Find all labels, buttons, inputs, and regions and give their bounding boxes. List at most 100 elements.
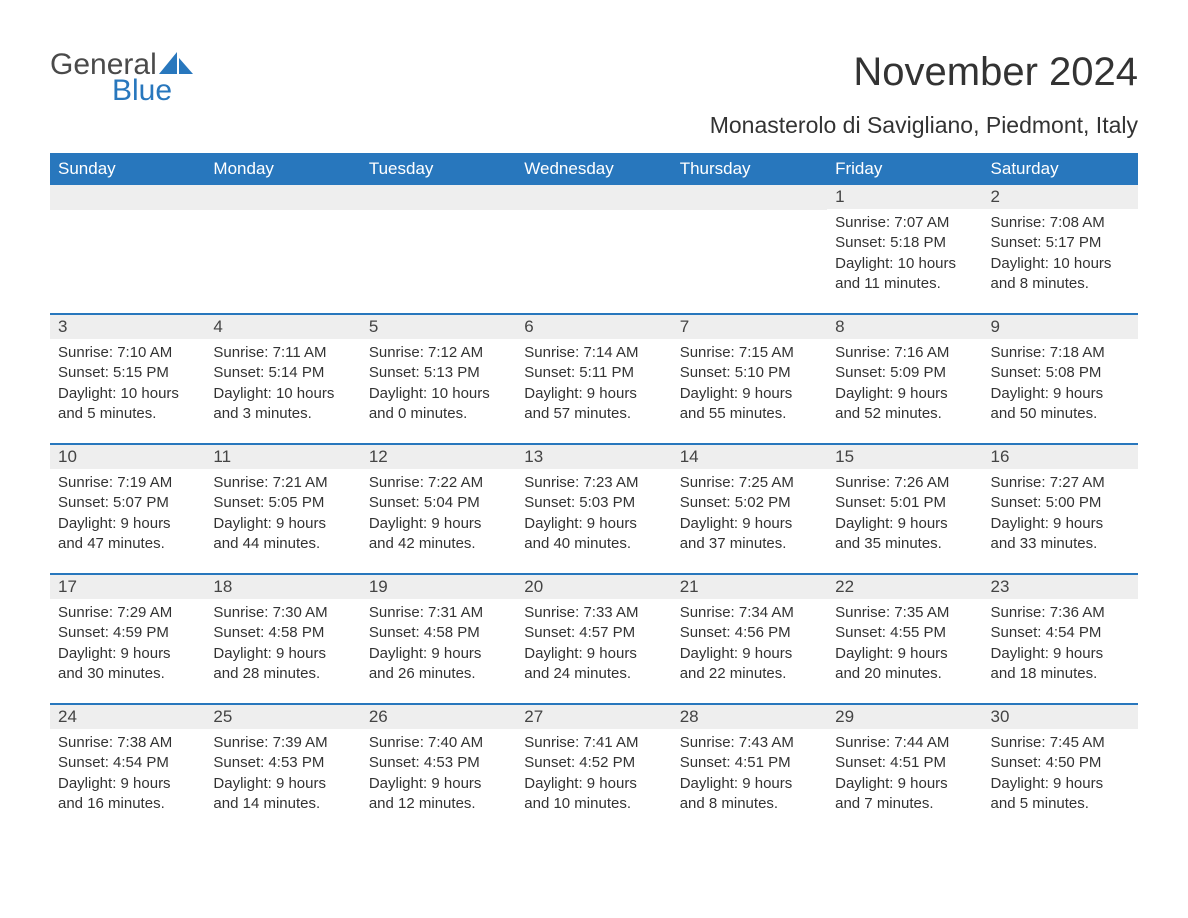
day-details: Sunrise: 7:19 AMSunset: 5:07 PMDaylight:… — [50, 469, 205, 554]
day-details: Sunrise: 7:16 AMSunset: 5:09 PMDaylight:… — [827, 339, 982, 424]
calendar-day: 25Sunrise: 7:39 AMSunset: 4:53 PMDayligh… — [205, 705, 360, 833]
calendar-week: 3 Sunrise: 7:10 AMSunset: 5:15 PM Daylight… — [50, 313, 1138, 443]
sunrise-text: Sunrise: 7:40 AM — [369, 733, 508, 753]
day-details: Sunrise: 7:07 AMSunset: 5:18 PMDaylight:… — [827, 209, 982, 294]
daylight-text: Daylight: 9 hours and 24 minutes. — [524, 644, 663, 685]
daylight-text: Daylight: 9 hours and 40 minutes. — [524, 514, 663, 555]
daylight-text: Daylight: 9 hours and 7 minutes. — [835, 774, 974, 815]
calendar-day: 1Sunrise: 7:07 AMSunset: 5:18 PMDaylight… — [827, 185, 982, 313]
sunset-text: Sunset: 5:03 PM — [524, 493, 663, 513]
day-number: 28 — [672, 705, 827, 729]
sunrise-text: Sunrise: 7:27 AM — [991, 473, 1130, 493]
calendar-day: 10Sunrise: 7:19 AMSunset: 5:07 PMDayligh… — [50, 445, 205, 573]
day-number: 1 — [827, 185, 982, 209]
daylight-text: Daylight: 9 hours and 55 minutes. — [680, 384, 819, 425]
day-number: 11 — [205, 445, 360, 469]
day-number: 10 — [50, 445, 205, 469]
weekday-header: Friday — [827, 153, 982, 185]
daylight-text: Daylight: 9 hours and 14 minutes. — [213, 774, 352, 815]
calendar-day: 27Sunrise: 7:41 AMSunset: 4:52 PMDayligh… — [516, 705, 671, 833]
day-details: Sunrise: 7:35 AMSunset: 4:55 PMDaylight:… — [827, 599, 982, 684]
calendar-day — [516, 185, 671, 313]
day-details: Sunrise: 7:38 AMSunset: 4:54 PMDaylight:… — [50, 729, 205, 814]
weekday-header: Saturday — [983, 153, 1138, 185]
day-number: 27 — [516, 705, 671, 729]
sunrise-text: Sunrise: 7:07 AM — [835, 213, 974, 233]
day-details: Sunrise: 7:25 AMSunset: 5:02 PMDaylight:… — [672, 469, 827, 554]
sunset-text: Sunset: 5:05 PM — [213, 493, 352, 513]
day-number: 26 — [361, 705, 516, 729]
sunset-text: Sunset: 5:13 PM — [369, 363, 508, 383]
daylight-text: Daylight: 9 hours and 33 minutes. — [991, 514, 1130, 555]
day-details: Sunrise: 7:23 AMSunset: 5:03 PMDaylight:… — [516, 469, 671, 554]
day-details: Sunrise: 7:36 AMSunset: 4:54 PMDaylight:… — [983, 599, 1138, 684]
daylight-text: Daylight: 9 hours and 18 minutes. — [991, 644, 1130, 685]
sunset-text: Sunset: 5:10 PM — [680, 363, 819, 383]
calendar-day: 28Sunrise: 7:43 AMSunset: 4:51 PMDayligh… — [672, 705, 827, 833]
daylight-text: Daylight: 9 hours and 8 minutes. — [680, 774, 819, 815]
day-details: Sunrise: 7:31 AMSunset: 4:58 PMDaylight:… — [361, 599, 516, 684]
sunrise-text: Sunrise: 7:30 AM — [213, 603, 352, 623]
daylight-text: Daylight: 9 hours and 10 minutes. — [524, 774, 663, 815]
logo: General Blue — [50, 50, 193, 106]
day-details: Sunrise: 7:40 AMSunset: 4:53 PMDaylight:… — [361, 729, 516, 814]
day-details: Sunrise: 7:45 AMSunset: 4:50 PMDaylight:… — [983, 729, 1138, 814]
sunrise-text: Sunrise: 7:15 AM — [680, 343, 819, 363]
day-number: 14 — [672, 445, 827, 469]
day-details: Sunrise: 7:44 AMSunset: 4:51 PMDaylight:… — [827, 729, 982, 814]
calendar-day: 16Sunrise: 7:27 AMSunset: 5:00 PMDayligh… — [983, 445, 1138, 573]
weeks-container: 1Sunrise: 7:07 AMSunset: 5:18 PMDaylight… — [50, 185, 1138, 833]
daylight-text: Daylight: 9 hours and 16 minutes. — [58, 774, 197, 815]
sunset-text: Sunset: 5:14 PM — [213, 363, 352, 383]
day-number: 3 — [50, 315, 205, 339]
sunrise-text: Sunrise: 7:39 AM — [213, 733, 352, 753]
day-details: Sunrise: 7:14 AMSunset: 5:11 PMDaylight:… — [516, 339, 671, 424]
day-details: Sunrise: 7:41 AMSunset: 4:52 PMDaylight:… — [516, 729, 671, 814]
sunrise-text: Sunrise: 7:14 AM — [524, 343, 663, 363]
day-number: 29 — [827, 705, 982, 729]
sunset-text: Sunset: 4:58 PM — [213, 623, 352, 643]
day-number — [672, 185, 827, 210]
day-number: 19 — [361, 575, 516, 599]
sunset-text: Sunset: 5:15 PM — [58, 363, 197, 383]
daylight-text: Daylight: 9 hours and 28 minutes. — [213, 644, 352, 685]
calendar-week: 24Sunrise: 7:38 AMSunset: 4:54 PMDayligh… — [50, 703, 1138, 833]
sunrise-text: Sunrise: 7:44 AM — [835, 733, 974, 753]
calendar-day — [361, 185, 516, 313]
calendar-day: 20Sunrise: 7:33 AMSunset: 4:57 PMDayligh… — [516, 575, 671, 703]
weekday-header: Tuesday — [361, 153, 516, 185]
sunrise-text: Sunrise: 7:21 AM — [213, 473, 352, 493]
day-number: 6 — [516, 315, 671, 339]
calendar-day: 23Sunrise: 7:36 AMSunset: 4:54 PMDayligh… — [983, 575, 1138, 703]
sunset-text: Sunset: 5:04 PM — [369, 493, 508, 513]
weekday-header: Sunday — [50, 153, 205, 185]
sunrise-text: Sunrise: 7:12 AM — [369, 343, 508, 363]
day-number: 25 — [205, 705, 360, 729]
sunset-text: Sunset: 4:58 PM — [369, 623, 508, 643]
day-details: Sunrise: 7:08 AMSunset: 5:17 PMDaylight:… — [983, 209, 1138, 294]
daylight-text: Daylight: 9 hours and 57 minutes. — [524, 384, 663, 425]
daylight-text: Daylight: 10 hours and 3 minutes. — [213, 384, 352, 425]
day-number: 22 — [827, 575, 982, 599]
daylight-text: Daylight: 9 hours and 5 minutes. — [991, 774, 1130, 815]
calendar-day — [50, 185, 205, 313]
sunrise-text: Sunrise: 7:23 AM — [524, 473, 663, 493]
calendar-day: 18Sunrise: 7:30 AMSunset: 4:58 PMDayligh… — [205, 575, 360, 703]
daylight-text: Daylight: 9 hours and 12 minutes. — [369, 774, 508, 815]
day-details: Sunrise: 7:15 AMSunset: 5:10 PMDaylight:… — [672, 339, 827, 424]
calendar-day: 8Sunrise: 7:16 AMSunset: 5:09 PMDaylight… — [827, 315, 982, 443]
sunset-text: Sunset: 5:07 PM — [58, 493, 197, 513]
sunset-text: Sunset: 4:54 PM — [58, 753, 197, 773]
sunrise-text: Sunrise: 7:10 AM — [58, 343, 197, 363]
day-number: 23 — [983, 575, 1138, 599]
calendar-day: 12Sunrise: 7:22 AMSunset: 5:04 PMDayligh… — [361, 445, 516, 573]
day-details: Sunrise: 7:34 AMSunset: 4:56 PMDaylight:… — [672, 599, 827, 684]
sunset-text: Sunset: 4:50 PM — [991, 753, 1130, 773]
day-number: 17 — [50, 575, 205, 599]
sunrise-text: Sunrise: 7:26 AM — [835, 473, 974, 493]
day-details: Sunrise: 7:18 AMSunset: 5:08 PMDaylight:… — [983, 339, 1138, 424]
sunrise-text: Sunrise: 7:36 AM — [991, 603, 1130, 623]
day-number — [50, 185, 205, 210]
day-details: Sunrise: 7:43 AMSunset: 4:51 PMDaylight:… — [672, 729, 827, 814]
day-details: Sunrise: 7:21 AMSunset: 5:05 PMDaylight:… — [205, 469, 360, 554]
